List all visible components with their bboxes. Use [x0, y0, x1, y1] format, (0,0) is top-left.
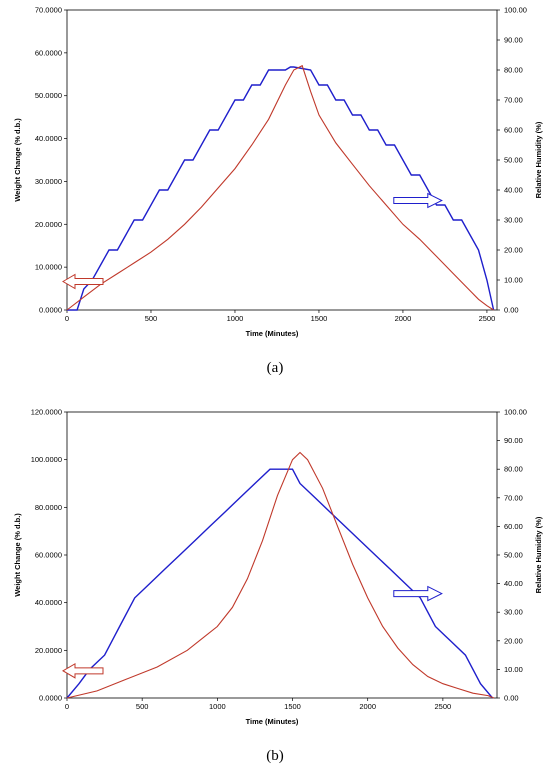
- x-tick-label: 500: [136, 702, 149, 711]
- x-tick-label: 0: [65, 314, 69, 323]
- y2-axis-label: Relative Humidity (%): [534, 121, 543, 198]
- chart-a: 0.000010.000020.000030.000040.000050.000…: [13, 6, 543, 377]
- y2-tick-label: 50.00: [504, 551, 523, 560]
- y-tick-label: 60.0000: [35, 48, 62, 57]
- y-tick-label: 60.0000: [35, 551, 62, 560]
- x-axis-label: Time (Minutes): [246, 329, 299, 338]
- y-tick-label: 40.0000: [35, 134, 62, 143]
- x-tick-label: 0: [65, 702, 69, 711]
- left-arrow-annotation: [62, 662, 104, 679]
- x-tick-label: 1500: [311, 314, 328, 323]
- x-tick-label: 1000: [227, 314, 244, 323]
- y2-tick-label: 30.00: [504, 608, 523, 617]
- y2-tick-label: 60.00: [504, 126, 523, 135]
- chart-b: 0.0000 20.0000 40.0000 60.0000 80.0000 100.00…: [13, 408, 543, 765]
- x-tick-label: 500: [145, 314, 158, 323]
- y2-tick-label: 90.00: [504, 436, 523, 445]
- figure-caption: (a): [267, 360, 284, 376]
- y2-tick-label: 70.00: [504, 96, 523, 105]
- y2-tick-label: 10.00: [504, 665, 523, 674]
- y2-tick-label: 80.00: [504, 465, 523, 474]
- series-line-weight-change: [66, 64, 494, 311]
- x-tick-label: 2500: [479, 314, 496, 323]
- y2-tick-label: 100.00: [504, 408, 527, 417]
- y2-tick-label: 40.00: [504, 186, 523, 195]
- y2-tick-label: 10.00: [504, 276, 523, 285]
- series-line-relative-humidity: [67, 66, 495, 311]
- y-axis-label: Weight Change (% d.b.): [13, 513, 22, 597]
- y2-tick-label: 40.00: [504, 579, 523, 588]
- x-tick-label: 1500: [284, 702, 301, 711]
- y2-tick-label: 70.00: [504, 493, 523, 502]
- y-tick-label: 0.0000: [39, 694, 62, 703]
- x-tick-label: 2000: [359, 702, 376, 711]
- y2-tick-label: 20.00: [504, 636, 523, 645]
- y-tick-label: 30.0000: [35, 177, 62, 186]
- y-tick-label: 20.0000: [35, 220, 62, 229]
- y-tick-label: 100.0000: [31, 455, 62, 464]
- y2-tick-label: 50.00: [504, 156, 523, 165]
- right-arrow-annotation: [393, 585, 443, 602]
- x-tick-label: 1000: [209, 702, 226, 711]
- series-line-weight-change: [66, 451, 495, 699]
- y2-tick-label: 0.00: [504, 694, 519, 703]
- y2-tick-label: 0.00: [504, 306, 519, 315]
- y-tick-label: 40.0000: [35, 598, 62, 607]
- y-tick-label: 120.0000: [31, 408, 62, 417]
- y2-tick-label: 100.00: [504, 6, 527, 15]
- plot-frame: [66, 411, 498, 699]
- y2-tick-label: 90.00: [504, 36, 523, 45]
- y2-tick-label: 30.00: [504, 216, 523, 225]
- y-tick-label: 0.0000: [39, 306, 62, 315]
- y-tick-label: 10.0000: [35, 263, 62, 272]
- y-tick-label: 50.0000: [35, 91, 62, 100]
- y2-tick-label: 60.00: [504, 522, 523, 531]
- y-axis-label: Weight Change (% d.b.): [13, 118, 22, 202]
- y-tick-label: 70.0000: [35, 6, 62, 15]
- x-axis-label: Time (Minutes): [246, 717, 299, 726]
- y-tick-label: 80.0000: [35, 503, 62, 512]
- y-tick-label: 20.0000: [35, 646, 62, 655]
- series-line-relative-humidity: [66, 468, 494, 699]
- x-tick-label: 2000: [395, 314, 412, 323]
- figure-caption: (b): [266, 748, 284, 764]
- x-tick-label: 2500: [435, 702, 452, 711]
- left-arrow-annotation: [62, 273, 104, 290]
- y2-tick-label: 80.00: [504, 66, 523, 75]
- y2-axis-label: Relative Humidity (%): [534, 516, 543, 593]
- right-arrow-annotation: [393, 192, 443, 209]
- y2-tick-label: 20.00: [504, 246, 523, 255]
